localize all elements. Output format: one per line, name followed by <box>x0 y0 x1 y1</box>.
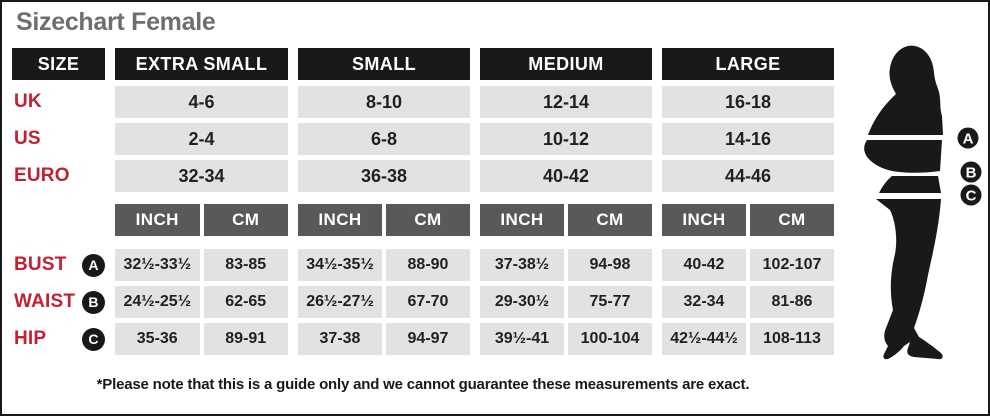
column-header-extra-small: EXTRA SMALL <box>115 48 288 80</box>
bust-l-inch: 40-42 <box>662 249 746 281</box>
unit-header-cm: CM <box>750 204 834 236</box>
hip-xs-inch: 35-36 <box>115 323 200 355</box>
disclaimer-note: *Please note that this is a guide only a… <box>96 376 750 393</box>
row-label-us: US <box>14 128 41 149</box>
unit-header-extra-small: INCH CM <box>115 204 288 236</box>
bust-m-inch: 37-38½ <box>480 249 564 281</box>
hip-xs-cm: 89-91 <box>203 323 288 355</box>
waist-xs-cm: 62-65 <box>203 286 288 318</box>
euro-large: 44-46 <box>662 160 834 192</box>
row-label-uk: UK <box>14 91 42 112</box>
bust-l-cm: 102-107 <box>750 249 834 281</box>
column-header-small: SMALL <box>298 48 470 80</box>
figure-marker-b: B <box>960 161 982 183</box>
bust-xs-inch: 32½-33½ <box>115 249 200 281</box>
waist-s-inch: 26½-27½ <box>298 286 382 318</box>
waist-l-cm: 81-86 <box>750 286 834 318</box>
waist-l-inch: 32-34 <box>662 286 746 318</box>
column-header-medium: MEDIUM <box>480 48 652 80</box>
bust-extra-small: 32½-33½ 83-85 <box>115 249 288 281</box>
bust-s-inch: 34½-35½ <box>298 249 382 281</box>
uk-small: 8-10 <box>298 86 470 118</box>
uk-extra-small: 4-6 <box>115 86 288 118</box>
unit-header-inch: INCH <box>298 204 382 236</box>
waist-small: 26½-27½ 67-70 <box>298 286 470 318</box>
bust-m-cm: 94-98 <box>568 249 652 281</box>
uk-medium: 12-14 <box>480 86 652 118</box>
table-row-hip: HIP C 35-36 89-91 37-38 94-97 39½-41 100… <box>12 323 834 355</box>
hip-medium: 39½-41 100-104 <box>480 323 652 355</box>
us-large: 14-16 <box>662 123 834 155</box>
euro-medium: 40-42 <box>480 160 652 192</box>
waist-large: 32-34 81-86 <box>662 286 834 318</box>
unit-header-cm: CM <box>203 204 288 236</box>
hip-s-inch: 37-38 <box>298 323 382 355</box>
row-label-waist-wrap: WAIST B <box>12 286 105 318</box>
unit-header-large: INCH CM <box>662 204 834 236</box>
euro-extra-small: 32-34 <box>115 160 288 192</box>
us-extra-small: 2-4 <box>115 123 288 155</box>
waist-xs-inch: 24½-25½ <box>115 286 200 318</box>
waist-m-inch: 29-30½ <box>480 286 564 318</box>
hip-m-inch: 39½-41 <box>480 323 564 355</box>
figure-marker-a-letter: A <box>963 131 974 148</box>
unit-header-spacer <box>12 204 105 236</box>
us-medium: 10-12 <box>480 123 652 155</box>
marker-b-badge: B <box>82 290 105 314</box>
row-label-waist: WAIST <box>14 291 76 312</box>
hip-extra-small: 35-36 89-91 <box>115 323 288 355</box>
hip-l-inch: 42½-44½ <box>662 323 746 355</box>
row-label-bust-wrap: BUST A <box>12 249 105 281</box>
bust-large: 40-42 102-107 <box>662 249 834 281</box>
row-label-euro: EURO <box>14 165 70 186</box>
euro-small: 36-38 <box>298 160 470 192</box>
table-header-row: SIZE EXTRA SMALL SMALL MEDIUM LARGE <box>12 48 834 80</box>
table-row-bust: BUST A 32½-33½ 83-85 34½-35½ 88-90 37-38… <box>12 249 834 281</box>
sizechart-table: SIZE EXTRA SMALL SMALL MEDIUM LARGE UK 4… <box>12 48 834 355</box>
row-label-hip-wrap: HIP C <box>12 323 105 355</box>
table-row-euro: EURO 32-34 36-38 40-42 44-46 <box>12 160 834 192</box>
page-title: Sizechart Female <box>16 8 216 36</box>
marker-a-badge: A <box>82 253 105 277</box>
unit-header-row: INCH CM INCH CM INCH CM INCH CM <box>12 204 834 236</box>
table-row-us: US 2-4 6-8 10-12 14-16 <box>12 123 834 155</box>
column-header-large: LARGE <box>662 48 834 80</box>
bust-xs-cm: 83-85 <box>203 249 288 281</box>
unit-header-medium: INCH CM <box>480 204 652 236</box>
us-small: 6-8 <box>298 123 470 155</box>
hip-m-cm: 100-104 <box>568 323 652 355</box>
row-label-bust: BUST <box>14 254 67 275</box>
bust-medium: 37-38½ 94-98 <box>480 249 652 281</box>
bust-s-cm: 88-90 <box>386 249 470 281</box>
figure-marker-c-letter: C <box>966 188 977 205</box>
table-row-uk: UK 4-6 8-10 12-14 16-18 <box>12 86 834 118</box>
figure-marker-a: A <box>957 127 979 149</box>
hip-s-cm: 94-97 <box>386 323 470 355</box>
bust-small: 34½-35½ 88-90 <box>298 249 470 281</box>
female-silhouette-figure: A B C <box>855 42 988 377</box>
unit-header-inch: INCH <box>115 204 200 236</box>
unit-header-inch: INCH <box>480 204 564 236</box>
waist-medium: 29-30½ 75-77 <box>480 286 652 318</box>
unit-header-small: INCH CM <box>298 204 470 236</box>
waist-m-cm: 75-77 <box>568 286 652 318</box>
row-label-hip: HIP <box>14 328 47 349</box>
hip-small: 37-38 94-97 <box>298 323 470 355</box>
figure-marker-c: C <box>960 184 982 206</box>
corner-header-size: SIZE <box>12 48 105 80</box>
unit-header-cm: CM <box>568 204 652 236</box>
waist-s-cm: 67-70 <box>386 286 470 318</box>
hip-l-cm: 108-113 <box>750 323 834 355</box>
figure-marker-b-letter: B <box>966 165 977 182</box>
female-silhouette-icon: A B C <box>864 45 982 360</box>
marker-c-badge: C <box>82 327 105 351</box>
waist-extra-small: 24½-25½ 62-65 <box>115 286 288 318</box>
table-row-waist: WAIST B 24½-25½ 62-65 26½-27½ 67-70 29-3… <box>12 286 834 318</box>
hip-large: 42½-44½ 108-113 <box>662 323 834 355</box>
uk-large: 16-18 <box>662 86 834 118</box>
unit-header-cm: CM <box>386 204 470 236</box>
unit-header-inch: INCH <box>662 204 746 236</box>
